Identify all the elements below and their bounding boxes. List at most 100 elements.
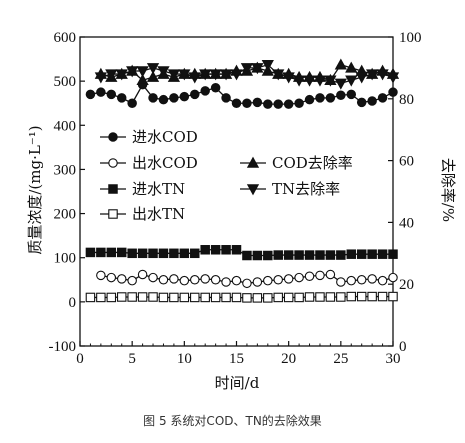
data-point <box>303 75 316 87</box>
data-point <box>219 69 233 81</box>
data-point <box>188 72 201 84</box>
data-point <box>96 247 106 258</box>
data-point <box>324 75 337 87</box>
data-point <box>355 72 368 84</box>
data-point <box>345 75 358 87</box>
data-point <box>136 73 149 86</box>
legend-label: 出水COD <box>132 154 198 172</box>
data-point <box>273 292 283 303</box>
legend-marker <box>108 184 118 194</box>
data-point <box>242 293 252 303</box>
data-point <box>242 278 252 289</box>
data-point <box>96 87 106 97</box>
data-point <box>252 293 263 303</box>
data-point <box>230 69 243 81</box>
data-point <box>336 90 346 101</box>
legend-marker <box>108 209 118 219</box>
data-point <box>148 292 158 302</box>
data-point <box>221 93 231 103</box>
data-point <box>148 93 158 103</box>
data-point <box>136 66 149 78</box>
data-point <box>231 98 242 108</box>
data-point <box>263 293 273 303</box>
data-point <box>137 248 148 259</box>
data-point <box>210 275 221 285</box>
data-point <box>231 292 242 303</box>
data-point <box>377 275 388 286</box>
data-point <box>210 245 221 255</box>
y-right-tick-label: 60 <box>399 154 414 170</box>
data-point <box>315 270 325 281</box>
data-point <box>158 94 169 105</box>
data-point <box>336 250 346 260</box>
data-point <box>190 292 200 303</box>
data-point <box>283 250 294 260</box>
data-point <box>334 78 347 90</box>
data-point <box>210 292 221 303</box>
data-point <box>190 248 200 259</box>
data-point <box>242 250 252 261</box>
data-point <box>263 250 273 261</box>
data-point <box>336 277 346 287</box>
data-point <box>388 291 398 302</box>
data-point <box>221 245 231 255</box>
y-left-axis-label: 质量浓度/(mg·L⁻¹) <box>26 125 44 254</box>
data-point <box>169 93 179 103</box>
legend: 进水COD 出水COD 进水TN 出水TN COD去除率 TN去除率 <box>100 128 353 223</box>
y-left-tick-label: 0 <box>69 295 77 311</box>
data-point <box>263 275 273 286</box>
data-point <box>242 98 252 108</box>
data-point <box>367 249 377 259</box>
data-point <box>231 275 242 286</box>
legend-marker <box>108 132 118 142</box>
data-point <box>334 58 347 70</box>
data-point <box>127 292 137 302</box>
y-left-tick-label: 600 <box>54 30 77 46</box>
data-point <box>127 275 137 286</box>
data-point <box>273 99 283 109</box>
data-point <box>221 277 231 287</box>
legend-marker <box>246 156 260 168</box>
data-point <box>252 277 263 287</box>
legend-label: 进水COD <box>132 128 198 146</box>
data-point <box>346 275 357 286</box>
data-point <box>96 292 106 303</box>
legend-label: 进水TN <box>132 180 185 198</box>
data-point <box>169 274 179 284</box>
data-point <box>231 245 242 255</box>
data-point <box>157 66 170 78</box>
data-point <box>251 63 264 75</box>
data-point <box>169 248 179 259</box>
data-point <box>294 250 304 260</box>
y-left-tick-label: 200 <box>54 207 77 223</box>
data-point <box>146 70 160 82</box>
x-axis-label: 时间/d <box>215 374 260 392</box>
data-point <box>158 292 169 303</box>
y-left-tick-label: 500 <box>54 74 77 90</box>
data-point <box>179 275 190 286</box>
data-point <box>377 249 388 259</box>
data-point <box>325 292 336 302</box>
legend-item: COD去除率 <box>240 154 353 172</box>
data-point <box>356 249 367 259</box>
x-axis-ticks: 0 5 10 15 20 25 30 <box>76 341 401 367</box>
data-point <box>179 248 190 259</box>
y-left-tick-label: -100 <box>49 339 77 355</box>
data-point <box>137 292 148 302</box>
data-point <box>294 98 304 108</box>
data-point <box>273 275 283 285</box>
data-point <box>304 292 315 302</box>
x-tick-label: 5 <box>128 351 136 367</box>
data-point <box>210 83 221 93</box>
y-right-tick-label: 100 <box>399 30 422 46</box>
legend-label: 出水TN <box>132 205 185 223</box>
series-3 <box>85 291 398 303</box>
y-left-tick-label: 400 <box>54 118 77 134</box>
legend-item: 进水COD <box>100 128 198 146</box>
data-point <box>179 292 190 303</box>
x-tick-label: 25 <box>333 351 348 367</box>
series-layer <box>85 58 400 303</box>
data-point <box>105 69 118 81</box>
data-point <box>158 275 169 285</box>
data-point <box>304 94 315 105</box>
